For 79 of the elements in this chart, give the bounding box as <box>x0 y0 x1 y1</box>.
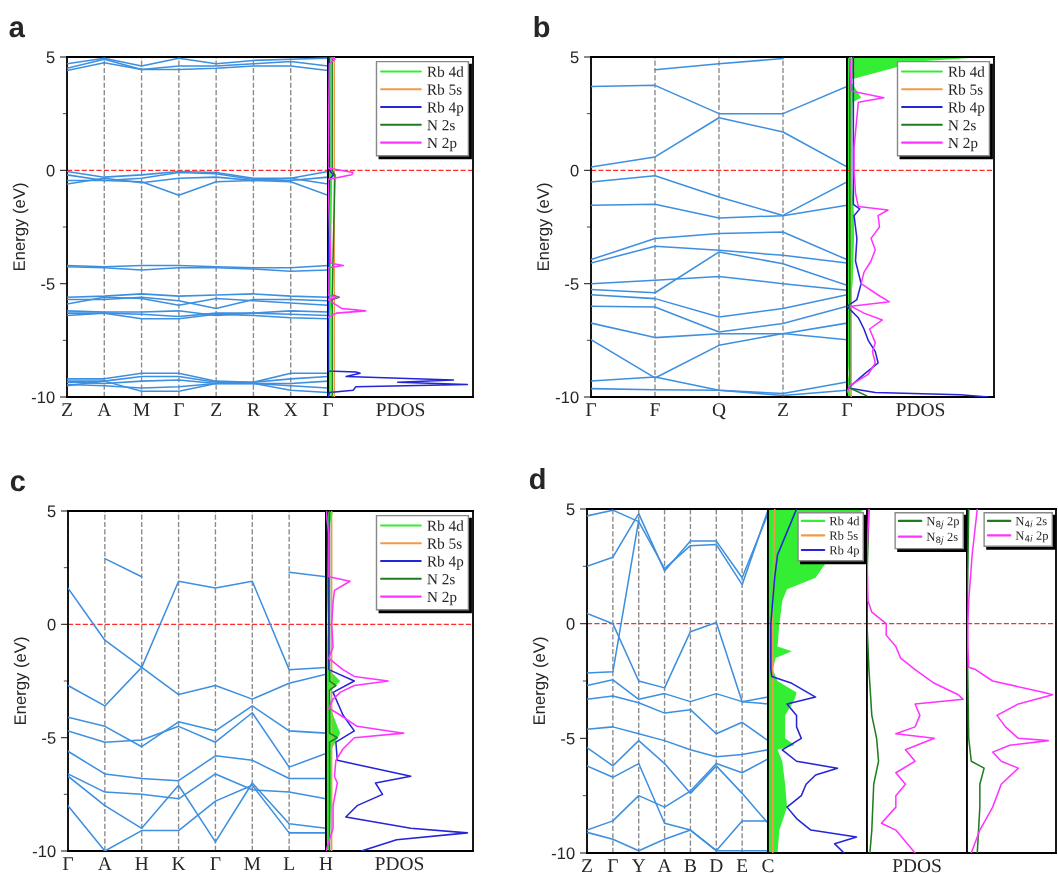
text: N$_{4i}$ 2s <box>1015 516 1047 528</box>
y-tick-label: -5 <box>42 732 56 744</box>
x-tick-label: Z <box>777 403 788 417</box>
legend-label: N$_{8j}$ 2p <box>926 516 959 530</box>
x-tick-label: L <box>283 857 294 871</box>
y-tick-label: 5 <box>566 503 575 516</box>
legend-label: N 2p <box>948 137 978 152</box>
x-tick-label: F <box>650 403 660 417</box>
x-tick-label: Z <box>61 403 72 417</box>
x-tick-label: Γ <box>607 859 618 873</box>
x-tick-label: Z <box>211 403 222 417</box>
x-tick-label: X <box>284 403 298 417</box>
chart-title: a <box>9 21 26 38</box>
x-tick-label: Γ <box>841 403 852 417</box>
legend-label: Rb 4p <box>427 101 464 116</box>
x-tick-label: C <box>762 859 774 873</box>
y-tick-label: -5 <box>565 278 579 290</box>
x-tick-label: H <box>135 857 149 871</box>
y-tick-label: 0 <box>570 164 579 177</box>
x-tick-label: H <box>319 857 333 871</box>
legend-label: N$_{8j}$ 2s <box>926 532 958 545</box>
legend-label: Rb 4p <box>829 545 860 557</box>
x-tick-label: R <box>247 403 260 417</box>
x-tick-label: M <box>244 857 261 871</box>
legend-label: Rb 4d <box>948 66 985 78</box>
x-axis-title: PDOS <box>375 857 424 871</box>
legend-label: Rb 4d <box>829 516 860 526</box>
legend-label: Rb 5s <box>427 538 462 549</box>
text: N$_{4i}$ 2p <box>1015 531 1048 543</box>
x-tick-label: B <box>684 859 696 873</box>
x-tick-label: A <box>98 857 112 871</box>
y-axis-title: Energy (eV) <box>532 637 549 725</box>
legend-label: Rb 4d <box>427 66 464 78</box>
y-tick-label: -5 <box>41 278 55 290</box>
chart-title: d <box>529 467 545 490</box>
x-tick-label: Γ <box>62 857 73 871</box>
legend-label: N 2s <box>427 120 455 131</box>
x-tick-label: D <box>709 859 723 873</box>
x-tick-label: A <box>657 859 672 873</box>
y-axis-title: Energy (eV) <box>12 183 29 271</box>
y-tick-label: -5 <box>561 732 575 745</box>
y-tick-label: 0 <box>566 618 575 630</box>
legend-label: Rb 5s <box>427 84 462 95</box>
x-tick-label: Z <box>581 859 592 873</box>
y-axis-title: Energy (eV) <box>536 183 553 271</box>
y-axis-title: Energy (eV) <box>13 637 30 725</box>
y-tick-label: 5 <box>46 51 55 64</box>
y-tick-label: 0 <box>46 164 55 177</box>
x-axis-title: PDOS <box>376 403 425 417</box>
x-tick-label: Γ <box>210 857 221 871</box>
legend-label: Rb 5s <box>829 531 858 540</box>
legend-label: Rb 4d <box>427 520 464 532</box>
x-tick-label: Γ <box>322 403 333 417</box>
y-tick-label: -10 <box>31 391 55 404</box>
y-tick-label: -10 <box>555 391 579 404</box>
x-tick-label: K <box>172 857 186 871</box>
legend-label: N 2s <box>948 120 976 131</box>
y-tick-label: -10 <box>32 845 56 858</box>
y-tick-label: 5 <box>570 51 579 64</box>
legend-label: N 2p <box>427 591 457 606</box>
x-tick-label: Y <box>631 859 646 873</box>
legend-label: N 2s <box>427 574 455 585</box>
y-tick-label: 5 <box>47 505 56 518</box>
chart-title: c <box>10 475 26 492</box>
legend-label: Rb 4p <box>948 101 985 116</box>
x-tick-label: Γ <box>173 403 184 417</box>
x-axis-title: PDOS <box>896 403 945 417</box>
legend-label: Rb 4p <box>427 555 464 570</box>
x-axis-title: PDOS <box>892 859 941 873</box>
x-tick-label: A <box>97 403 112 417</box>
legend-label: N 2p <box>427 137 457 152</box>
x-tick-label: Γ <box>585 403 596 417</box>
x-tick-label: Q <box>712 403 726 420</box>
y-tick-label: 0 <box>47 618 56 631</box>
legend-label: Rb 5s <box>948 84 983 95</box>
x-tick-label: E <box>736 859 748 873</box>
y-tick-label: -10 <box>551 847 575 860</box>
chart-title: b <box>534 15 550 38</box>
x-tick-label: M <box>133 403 150 417</box>
